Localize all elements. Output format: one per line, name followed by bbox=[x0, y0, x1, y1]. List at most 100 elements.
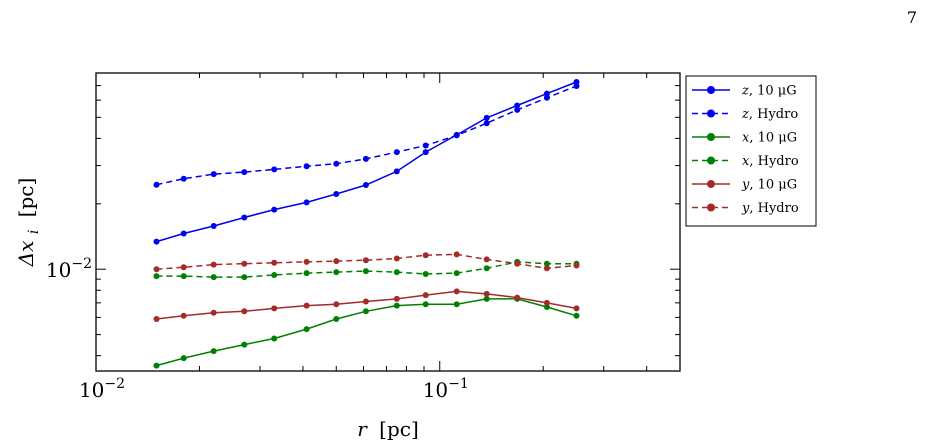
y-axis-label: Δx i [pc] bbox=[14, 178, 43, 268]
data-point bbox=[333, 269, 340, 276]
data-point bbox=[210, 348, 217, 355]
data-point bbox=[241, 274, 248, 281]
legend-marker bbox=[707, 156, 715, 165]
y-axis-unit: [pc] bbox=[14, 178, 38, 218]
data-point bbox=[210, 223, 217, 229]
data-point bbox=[271, 305, 278, 312]
data-point bbox=[573, 262, 580, 269]
series-line-1 bbox=[156, 85, 577, 186]
data-point bbox=[303, 302, 310, 309]
data-point bbox=[271, 272, 278, 278]
data-point bbox=[543, 260, 550, 267]
legend-marker bbox=[707, 180, 715, 188]
series-line-5 bbox=[156, 253, 577, 270]
data-point bbox=[543, 265, 550, 272]
data-point bbox=[514, 102, 521, 109]
y-axis-subscript: i bbox=[26, 230, 42, 234]
legend-label: y, Hydro bbox=[741, 201, 799, 216]
data-point bbox=[393, 168, 400, 175]
data-point bbox=[271, 206, 278, 213]
data-point bbox=[333, 160, 340, 167]
data-point bbox=[362, 182, 369, 188]
data-point bbox=[453, 301, 460, 308]
data-point bbox=[303, 163, 310, 170]
data-point bbox=[210, 261, 217, 268]
data-point bbox=[422, 292, 429, 299]
data-point bbox=[453, 251, 460, 258]
data-point bbox=[393, 295, 400, 302]
legend-entry: y, 10 μG bbox=[692, 178, 797, 193]
data-point bbox=[210, 274, 217, 281]
legend-entry: z, 10 μG bbox=[692, 84, 797, 99]
data-point bbox=[483, 290, 490, 297]
data-point bbox=[362, 155, 369, 162]
legend-frame bbox=[685, 75, 817, 227]
data-point bbox=[180, 312, 187, 319]
data-point bbox=[210, 309, 217, 316]
x-tick-label: 10−1 bbox=[423, 376, 469, 402]
data-point bbox=[271, 335, 278, 342]
tick-labels: 10−2 10−1 10−2 bbox=[46, 256, 469, 402]
plot-frame bbox=[95, 72, 681, 372]
legend-entry: y, Hydro bbox=[692, 201, 799, 216]
data-point bbox=[543, 94, 550, 101]
data-point bbox=[422, 142, 429, 149]
legend: z, 10 μG z, Hydro x, 10 μG x, Hydro y, 10 μG… bbox=[685, 75, 817, 227]
x-axis-label: r [pc] bbox=[357, 417, 419, 441]
data-point bbox=[453, 288, 460, 295]
data-point bbox=[543, 90, 550, 97]
x-tick-label: 10−2 bbox=[79, 376, 125, 402]
data-point bbox=[180, 264, 187, 271]
data-point bbox=[241, 308, 248, 315]
data-point bbox=[483, 265, 490, 272]
data-point bbox=[393, 149, 400, 156]
data-point bbox=[303, 258, 310, 265]
plot-area bbox=[153, 79, 580, 369]
data-point bbox=[393, 255, 400, 262]
data-point bbox=[333, 316, 340, 322]
data-point bbox=[153, 362, 160, 369]
data-point bbox=[180, 355, 187, 362]
legend-marker bbox=[707, 109, 715, 118]
data-point bbox=[422, 301, 429, 308]
data-point bbox=[333, 191, 340, 197]
data-point bbox=[333, 301, 340, 308]
series-line-3 bbox=[156, 261, 577, 278]
series-2 bbox=[153, 295, 580, 369]
data-point bbox=[303, 199, 310, 206]
data-point bbox=[453, 132, 460, 139]
data-point bbox=[543, 299, 550, 306]
data-point bbox=[303, 326, 310, 333]
data-point bbox=[514, 106, 521, 113]
x-axis-var: r bbox=[357, 417, 368, 441]
data-point bbox=[514, 260, 521, 267]
data-point bbox=[483, 114, 490, 121]
data-point bbox=[271, 259, 278, 266]
legend-marker bbox=[707, 203, 715, 212]
data-point bbox=[362, 257, 369, 264]
axis-ticks bbox=[95, 72, 681, 371]
data-point bbox=[422, 271, 429, 277]
series-0 bbox=[153, 79, 580, 245]
series-4 bbox=[153, 288, 580, 322]
data-point bbox=[573, 305, 580, 312]
legend-label: x, Hydro bbox=[742, 154, 799, 169]
data-point bbox=[210, 171, 217, 178]
legend-entry: x, Hydro bbox=[692, 154, 799, 169]
page-number: 7 bbox=[906, 8, 917, 27]
data-point bbox=[153, 181, 160, 188]
data-point bbox=[153, 273, 160, 280]
data-point bbox=[180, 273, 187, 280]
legend-entry: x, 10 μG bbox=[692, 131, 797, 146]
data-point bbox=[393, 269, 400, 276]
legend-label: y, 10 μG bbox=[741, 178, 797, 193]
data-point bbox=[153, 266, 160, 273]
legend-entry: z, Hydro bbox=[692, 107, 798, 122]
data-point bbox=[543, 304, 550, 310]
data-point bbox=[180, 230, 187, 237]
data-point bbox=[241, 214, 248, 221]
data-point bbox=[241, 169, 248, 176]
data-point bbox=[153, 316, 160, 322]
legend-label: z, 10 μG bbox=[741, 84, 797, 99]
